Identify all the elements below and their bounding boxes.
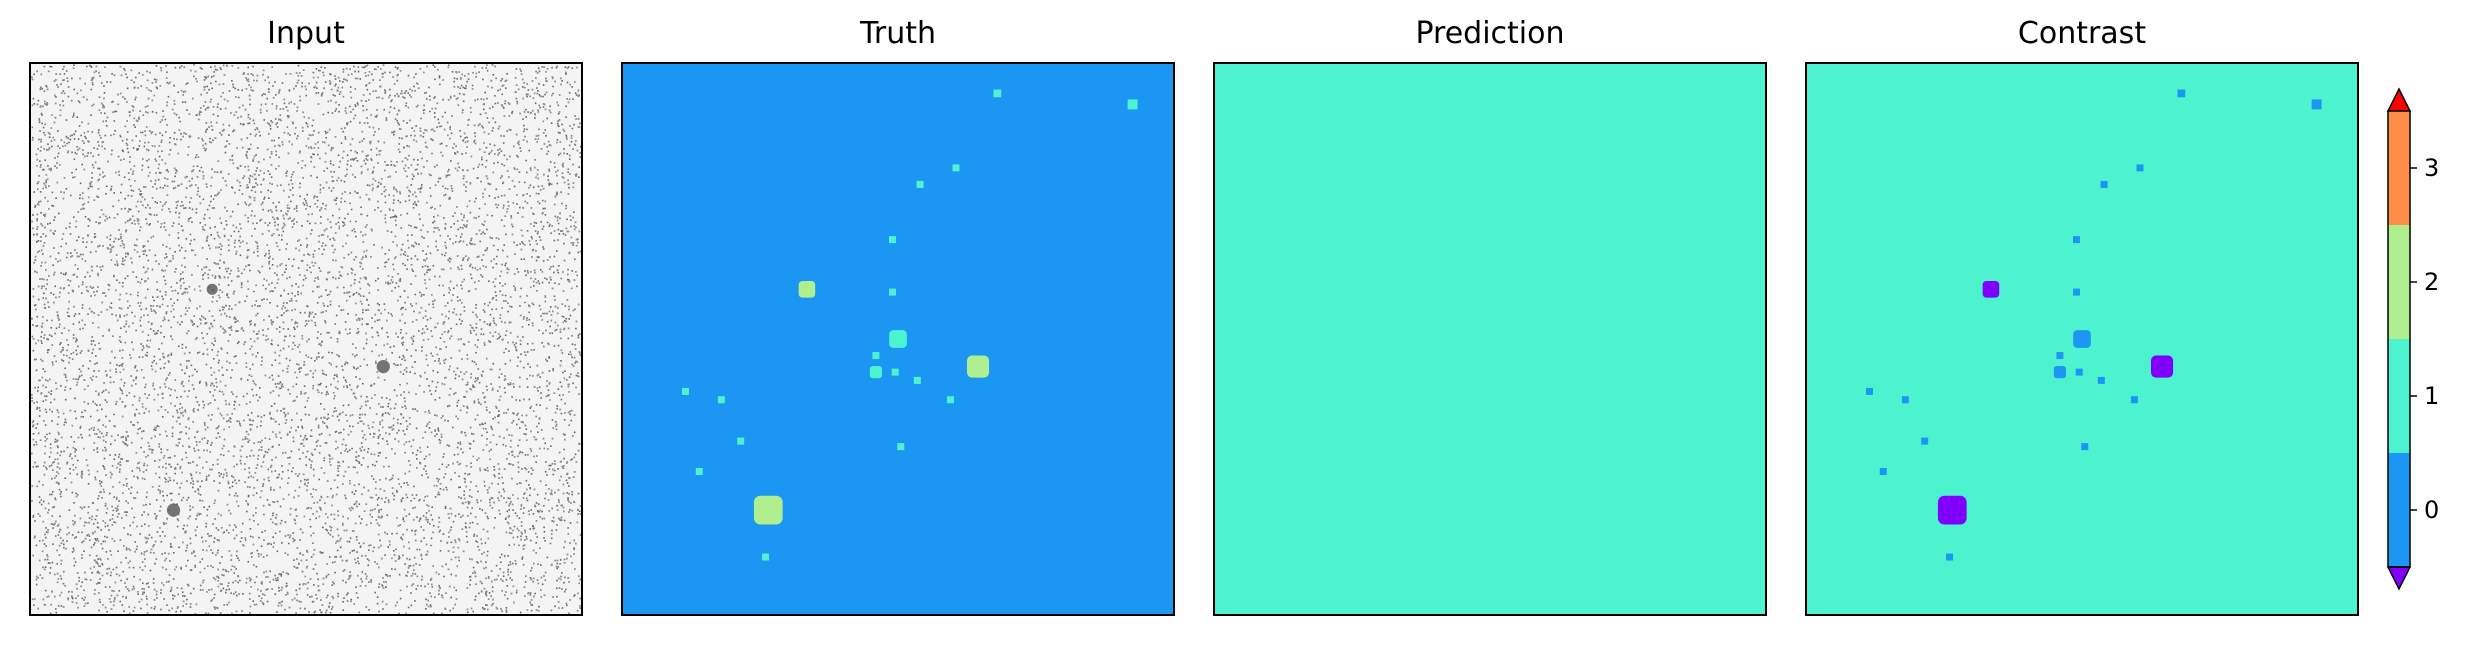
contrast-object	[2075, 368, 2083, 376]
colorbar-tick-label: 2	[2424, 268, 2439, 296]
contrast-object	[2136, 164, 2144, 172]
contrast-object	[1982, 281, 2000, 298]
input-blobs-layer	[166, 283, 390, 517]
prediction-background	[1214, 63, 1766, 615]
contrast-object	[2072, 288, 2080, 296]
contrast-object	[2311, 99, 2322, 110]
contrast-object	[1937, 495, 1967, 525]
input-frame	[29, 62, 583, 616]
truth-object	[889, 330, 907, 348]
colorbar-tick-label: 3	[2424, 154, 2439, 182]
colorbar-tick-label: 0	[2424, 496, 2439, 524]
colorbar-extend-max	[2386, 87, 2412, 112]
colorbar-segment-3	[2388, 111, 2410, 225]
input-noise-layer	[30, 64, 582, 615]
panel-title-truth: Truth	[859, 16, 936, 51]
truth-object	[695, 467, 703, 475]
truth-object	[913, 376, 921, 384]
truth-frame	[621, 62, 1175, 616]
colorbar-segment-0	[2388, 453, 2410, 567]
truth-object	[888, 288, 896, 296]
panel-truth: Truth	[621, 16, 1175, 616]
panel-prediction: Prediction	[1213, 16, 1767, 616]
truth-object	[872, 352, 880, 360]
panel-title-contrast: Contrast	[2018, 16, 2146, 51]
prediction-frame	[1213, 62, 1767, 616]
contrast-object	[2073, 330, 2091, 348]
contrast-object	[1946, 553, 1954, 561]
truth-object	[753, 495, 783, 525]
contrast-object	[1865, 387, 1873, 395]
input-speckle-light	[31, 64, 582, 615]
colorbar-segment-1	[2388, 339, 2410, 453]
input-blob	[376, 359, 390, 374]
contrast-object	[2177, 89, 2186, 98]
truth-object	[916, 180, 924, 188]
colorbar-frame	[2387, 110, 2411, 568]
panel-title-prediction: Prediction	[1415, 16, 1564, 51]
panel-title-input: Input	[267, 16, 345, 51]
input-blob	[166, 503, 181, 517]
truth-object	[869, 366, 882, 379]
panel-contrast: Contrast	[1805, 16, 2359, 616]
contrast-object	[1901, 396, 1909, 404]
truth-object	[967, 355, 990, 378]
contrast-object	[2053, 366, 2066, 379]
truth-object	[897, 443, 905, 451]
truth-object	[952, 164, 960, 172]
contrast-object	[2081, 443, 2089, 451]
contrast-object	[2151, 355, 2174, 378]
truth-object	[891, 368, 899, 376]
truth-object	[762, 553, 770, 561]
colorbar: 0 1 2 3	[2386, 87, 2439, 591]
panel-input: Input	[29, 16, 583, 616]
contrast-frame	[1805, 62, 2359, 616]
contrast-object	[1879, 467, 1887, 475]
truth-object	[798, 281, 816, 298]
truth-object	[717, 396, 725, 404]
contrast-objects-layer	[1865, 89, 2322, 561]
input-blob	[206, 283, 218, 295]
contrast-object	[2056, 352, 2064, 360]
truth-object	[737, 437, 745, 445]
input-image-background	[30, 63, 582, 615]
truth-object	[946, 396, 954, 404]
contrast-object	[1921, 437, 1929, 445]
colorbar-extend-min	[2386, 566, 2412, 591]
contrast-object	[2097, 376, 2105, 384]
truth-objects-layer	[681, 89, 1138, 561]
colorbar-ticks: 0 1 2 3	[2410, 154, 2439, 524]
truth-object	[993, 89, 1002, 98]
colorbar-segment-2	[2388, 225, 2410, 339]
truth-object	[681, 387, 689, 395]
contrast-object	[2072, 236, 2080, 244]
contrast-object	[2100, 180, 2108, 188]
truth-object	[1127, 99, 1138, 110]
truth-object	[888, 236, 896, 244]
contrast-object	[2130, 396, 2138, 404]
colorbar-tick-label: 1	[2424, 382, 2439, 410]
